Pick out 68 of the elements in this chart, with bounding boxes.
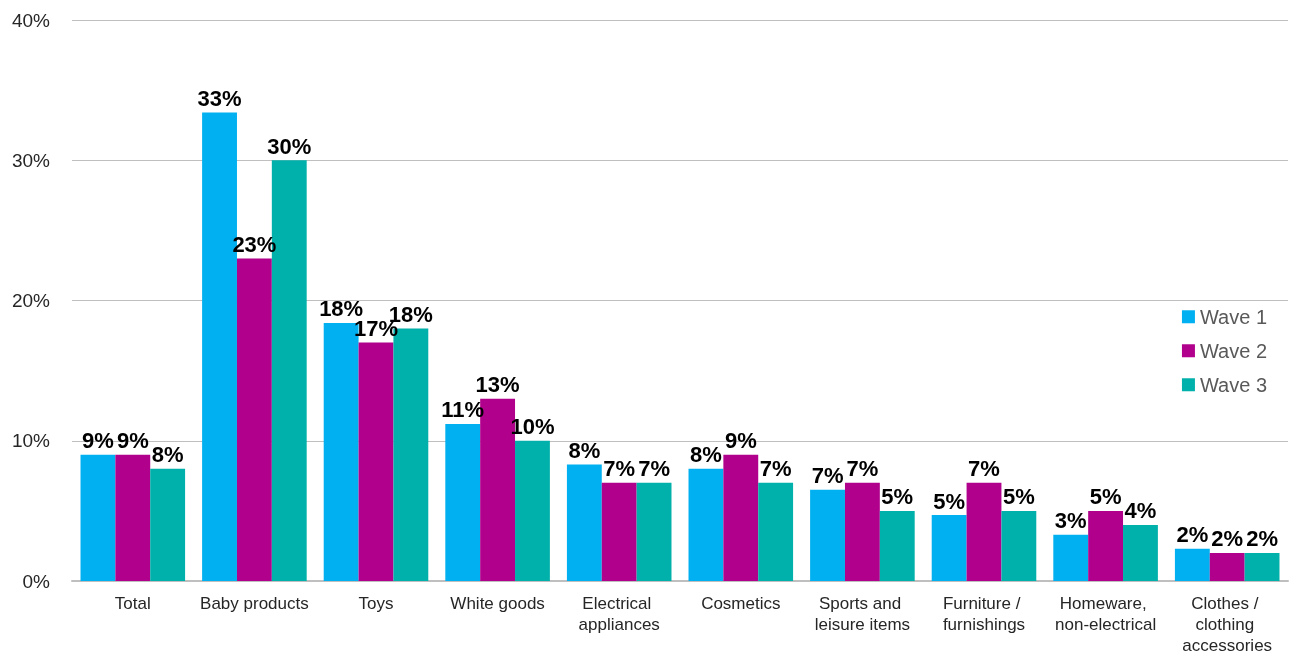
data-label: 7%	[968, 456, 1000, 482]
data-label: 4%	[1124, 498, 1157, 524]
bar	[1244, 552, 1280, 581]
data-label: 9%	[116, 428, 149, 454]
data-label: 3%	[1054, 508, 1087, 534]
data-label: 33%	[197, 86, 242, 112]
x-tick-label: Electrical appliances	[578, 594, 660, 634]
bar	[1001, 510, 1037, 581]
bar	[636, 482, 672, 581]
y-tick-label: 20%	[11, 290, 51, 311]
bar	[80, 454, 116, 581]
x-tick-label: Toys	[358, 594, 394, 613]
bar	[966, 482, 1002, 581]
bar	[758, 482, 794, 581]
bar	[115, 454, 151, 581]
bar	[445, 423, 481, 581]
data-label: 2%	[1176, 522, 1209, 548]
data-label: 5%	[881, 484, 914, 510]
x-tick-label: Total	[114, 594, 151, 613]
data-label: 7%	[638, 456, 670, 482]
bar	[688, 468, 724, 581]
data-label: 8%	[568, 438, 601, 464]
bar	[150, 468, 186, 581]
data-label: 8%	[690, 442, 722, 468]
legend-label: Wave 1	[1199, 305, 1267, 328]
bar	[601, 482, 637, 581]
y-tick-label: 10%	[11, 430, 51, 452]
bar	[1053, 534, 1089, 581]
y-tick-label: 0%	[22, 570, 51, 592]
data-label: 2%	[1211, 526, 1244, 552]
data-label: 7%	[811, 463, 844, 489]
bar	[358, 342, 394, 581]
data-label: 30%	[267, 133, 312, 159]
bar	[515, 440, 550, 581]
data-label: 8%	[151, 442, 184, 468]
x-tick-label: Cosmetics	[701, 594, 781, 613]
data-label: 5%	[1089, 484, 1122, 510]
data-label: 7%	[603, 456, 636, 482]
bar	[236, 258, 272, 581]
data-label: 5%	[933, 488, 966, 514]
bar	[723, 454, 759, 581]
bar	[1088, 510, 1124, 581]
bar	[1123, 524, 1158, 581]
data-label: 13%	[475, 372, 520, 398]
legend-label: Wave 3	[1199, 373, 1267, 396]
y-tick-label: 30%	[11, 149, 51, 171]
bar	[1174, 548, 1210, 581]
x-tick-label: Homeware, non-electrical	[1055, 594, 1157, 634]
bar	[810, 489, 845, 581]
bar	[566, 464, 602, 581]
data-label: 5%	[1002, 484, 1035, 510]
bar	[879, 510, 915, 581]
x-tick-label: Sports and leisure items	[814, 594, 911, 634]
y-tick-label: 40%	[11, 9, 51, 31]
data-label: 2%	[1246, 526, 1278, 552]
bar	[844, 482, 880, 581]
legend-label: Wave 2	[1199, 339, 1267, 362]
data-label: 9%	[724, 428, 757, 454]
data-label: 18%	[319, 296, 364, 322]
data-label: 9%	[82, 428, 114, 454]
bar	[931, 515, 967, 581]
data-label: 7%	[846, 456, 879, 482]
bar	[1209, 552, 1245, 581]
x-tick-label: Baby products	[200, 594, 309, 613]
data-label: 7%	[759, 456, 792, 482]
x-tick-label: Clothes / clothing accessories	[1182, 594, 1273, 655]
x-tick-label: White goods	[450, 594, 545, 613]
x-tick-label: Furniture / furnishings	[942, 594, 1026, 634]
